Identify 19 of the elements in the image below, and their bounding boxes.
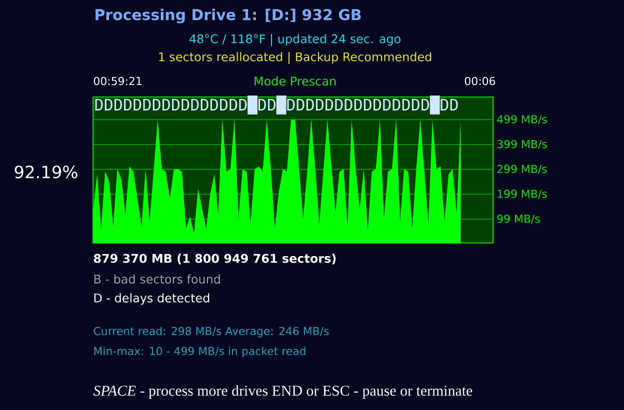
y-tick-label: 299 MB/s [497,164,547,174]
y-tick-label: 499 MB/s [497,115,547,124]
text: 92.19% [14,166,78,178]
text: B - bad sectors found [94,274,220,284]
text: 879 370 MB (1 800 949 761 sectors) [94,254,336,264]
text: SPACE - process more drives END or ESC - pause or terminate [93,385,472,399]
y-tick-label: 399 MB/s [497,140,547,150]
chart-title: Processing Drive 1: [D:] 932 GB [96,8,361,24]
text: Min-max: 10 - 499 MB/s in packet read [94,346,306,358]
text: 00:06 [464,76,496,86]
chart-subtitle: 48°C / 118°F | updated 24 sec. ago [189,34,400,46]
y-tick-label: 99 MB/s [497,214,540,224]
y-tick-label: 199 MB/s [498,190,547,199]
text: Mode Prescan [254,76,336,86]
text: D - delays detected [94,293,210,305]
text: Current read: 298 MB/s Average: 246 MB/s [94,326,329,338]
text: 1 sectors reallocated | Backup Recommended [159,52,432,64]
text: 00:59:21 [94,76,142,86]
annotation: DDDDDDDDDDDDDDDD█DD█DDDDDDDDDDDDDDD█DD [95,96,458,114]
